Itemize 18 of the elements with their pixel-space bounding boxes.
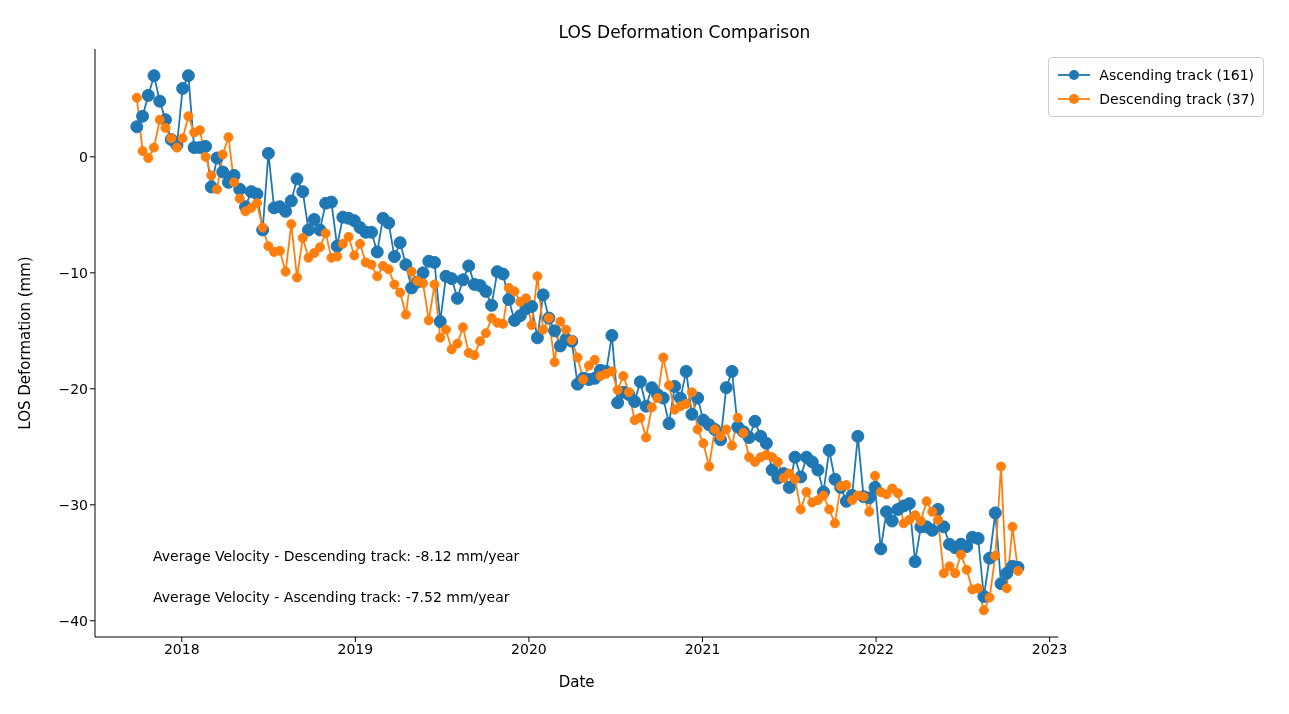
- annotation: Average Velocity - Ascending track: -7.52 mm/year: [153, 589, 510, 605]
- legend-label: Ascending track (161): [1099, 67, 1255, 83]
- annotation: Average Velocity - Descending track: -8.12 mm/year: [153, 548, 520, 564]
- x-tick-label: 2022: [858, 640, 894, 657]
- y-tick-label: 0: [79, 148, 88, 165]
- y-tick-label: −40: [58, 612, 88, 629]
- x-tick-label: 2020: [511, 640, 547, 657]
- x-tick-label: 2021: [684, 640, 721, 657]
- x-tick-label: 2019: [337, 640, 374, 657]
- y-tick-label: −30: [58, 496, 88, 513]
- x-axis-title: Date: [558, 673, 595, 691]
- y-tick-label: −10: [58, 264, 88, 281]
- y-tick-label: −20: [58, 380, 88, 397]
- x-tick-label: 2023: [1031, 640, 1068, 657]
- y-axis-title: LOS Deformation (mm): [16, 256, 35, 430]
- x-tick-label: 2018: [163, 640, 200, 657]
- legend-label: Descending track (37): [1099, 91, 1255, 107]
- chart-title: LOS Deformation Comparison: [557, 22, 812, 42]
